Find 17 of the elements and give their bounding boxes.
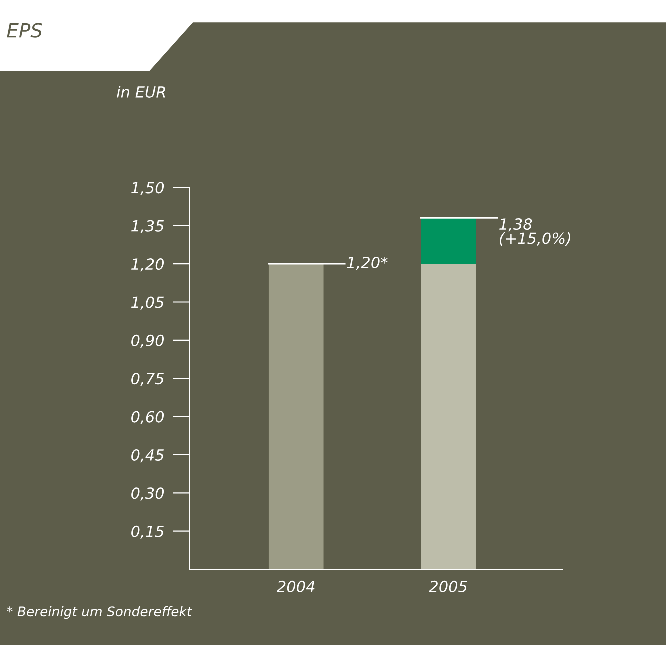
y-tick-label: 0,45 <box>132 449 164 463</box>
y-tick-label: 0,15 <box>132 526 164 539</box>
y-tick-label: 1,35 <box>132 220 164 234</box>
y-tick-label: 1,20 <box>132 258 164 272</box>
text: * Bereinigt um Sondereffekt <box>7 606 192 620</box>
x-tick-label: 2004 <box>276 580 315 592</box>
y-tick-label: 1,50 <box>132 182 164 196</box>
y-tick-label: 1,05 <box>132 296 164 310</box>
x-tick-label: 2005 <box>429 580 468 592</box>
total-label: 1,20* <box>347 256 388 270</box>
y-tick-label: 0,75 <box>132 373 164 386</box>
y-tick-label: 0,60 <box>132 411 164 424</box>
text: EPS <box>7 23 42 38</box>
y-tick-label: 0,30 <box>132 488 164 501</box>
y-tick-label: 0,90 <box>132 334 164 348</box>
text: in EUR <box>117 86 166 98</box>
total-label: 1,38 (+15,0%) <box>500 218 571 246</box>
